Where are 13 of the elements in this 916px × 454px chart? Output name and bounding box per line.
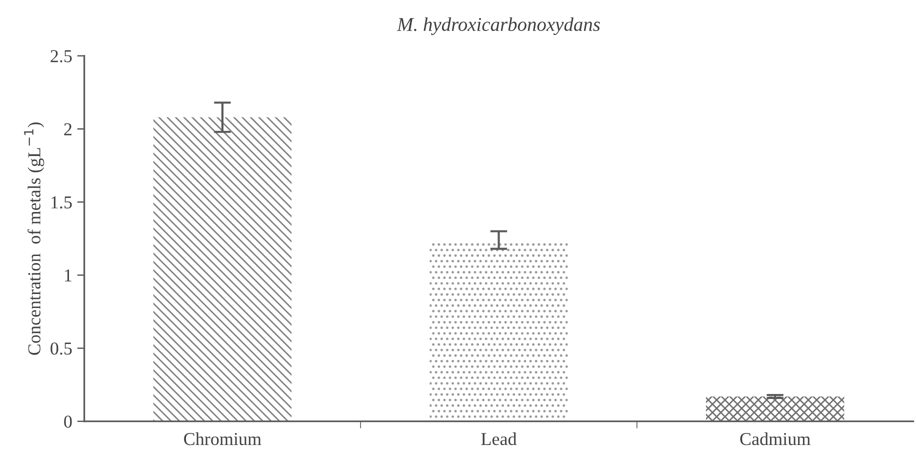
- x-tick-label: Chromium: [184, 432, 262, 446]
- y-tick-label: 2.5: [50, 50, 72, 62]
- y-tick-label: 0.5: [50, 342, 72, 355]
- x-tick-label: Cadmium: [740, 432, 810, 446]
- x-tick-label: Lead: [481, 432, 517, 446]
- chart-title: M. hydroxicarbonoxydans: [396, 17, 600, 36]
- y-tick-label: 0: [64, 416, 72, 428]
- y-tick-label: 1: [65, 269, 72, 282]
- y-tick-label: 1.5: [51, 196, 72, 209]
- y-axis-title: Concentration of metals (gL$^{−1}$): [24, 122, 44, 355]
- bar: [153, 117, 292, 422]
- y-tick-label: 2: [64, 123, 72, 136]
- bar: [706, 396, 844, 422]
